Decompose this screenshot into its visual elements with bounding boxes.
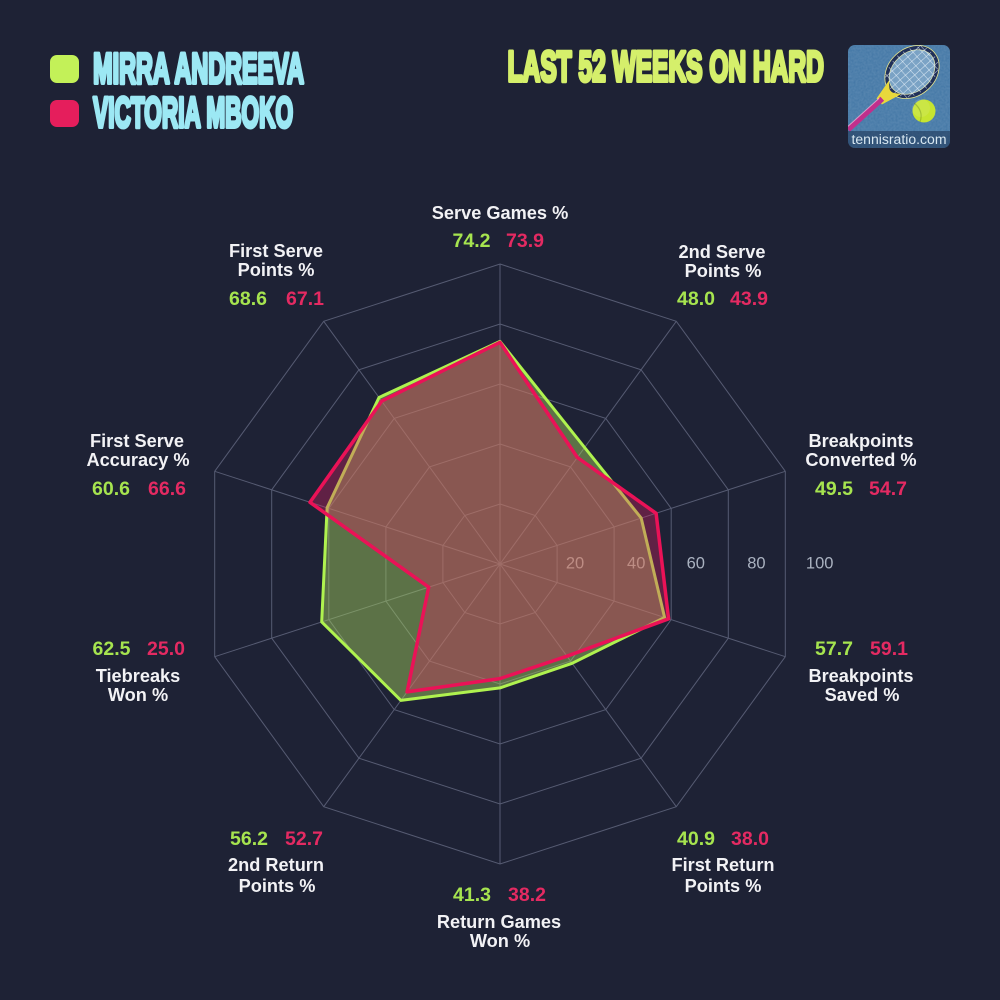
svg-text:25.0: 25.0 (147, 638, 185, 660)
svg-text:41.3: 41.3 (453, 884, 491, 906)
svg-text:38.2: 38.2 (508, 884, 546, 906)
svg-text:73.9: 73.9 (506, 230, 544, 252)
svg-text:Tiebreaks: Tiebreaks (96, 666, 181, 686)
svg-text:54.7: 54.7 (869, 478, 907, 500)
svg-text:52.7: 52.7 (285, 828, 323, 850)
svg-text:100: 100 (806, 555, 834, 573)
svg-text:59.1: 59.1 (870, 638, 908, 660)
svg-text:LAST 52 WEEKS ON HARD: LAST 52 WEEKS ON HARD (508, 42, 824, 90)
svg-text:20: 20 (566, 555, 584, 573)
svg-text:First Serve: First Serve (90, 431, 184, 451)
svg-text:40: 40 (627, 555, 645, 573)
svg-text:Won %: Won % (108, 685, 168, 705)
svg-text:67.1: 67.1 (286, 288, 324, 310)
svg-text:49.5: 49.5 (815, 478, 853, 500)
svg-text:43.9: 43.9 (730, 288, 768, 310)
svg-text:tennisratio.com: tennisratio.com (852, 132, 947, 147)
svg-text:60: 60 (687, 555, 705, 573)
svg-text:38.0: 38.0 (731, 828, 769, 850)
svg-text:68.6: 68.6 (229, 288, 267, 310)
svg-text:74.2: 74.2 (453, 230, 491, 252)
svg-text:Serve Games %: Serve Games % (432, 203, 569, 223)
svg-text:Points %: Points % (685, 876, 762, 896)
svg-text:Return Games: Return Games (437, 912, 561, 932)
svg-text:40.9: 40.9 (677, 828, 715, 850)
svg-text:66.6: 66.6 (148, 478, 186, 500)
svg-text:57.7: 57.7 (815, 638, 853, 660)
svg-text:VICTORIA MBOKO: VICTORIA MBOKO (93, 88, 293, 136)
svg-text:First Return: First Return (671, 855, 774, 875)
svg-text:Points %: Points % (239, 876, 316, 896)
svg-text:80: 80 (747, 555, 765, 573)
svg-text:Accuracy %: Accuracy % (86, 450, 189, 470)
svg-text:Converted %: Converted % (805, 450, 916, 470)
svg-text:2nd Serve: 2nd Serve (679, 242, 766, 262)
svg-text:Breakpoints: Breakpoints (808, 431, 913, 451)
svg-text:60.6: 60.6 (92, 478, 130, 500)
svg-text:Won %: Won % (470, 931, 530, 951)
svg-text:2nd Return: 2nd Return (228, 855, 324, 875)
svg-text:62.5: 62.5 (93, 638, 131, 660)
svg-text:56.2: 56.2 (230, 828, 268, 850)
svg-text:Points %: Points % (685, 261, 762, 281)
svg-text:48.0: 48.0 (677, 288, 715, 310)
svg-text:MIRRA ANDREEVA: MIRRA ANDREEVA (93, 44, 304, 92)
svg-text:Breakpoints: Breakpoints (808, 666, 913, 686)
svg-text:Points %: Points % (238, 260, 315, 280)
svg-text:First Serve: First Serve (229, 241, 323, 261)
svg-text:Saved %: Saved % (825, 685, 900, 705)
